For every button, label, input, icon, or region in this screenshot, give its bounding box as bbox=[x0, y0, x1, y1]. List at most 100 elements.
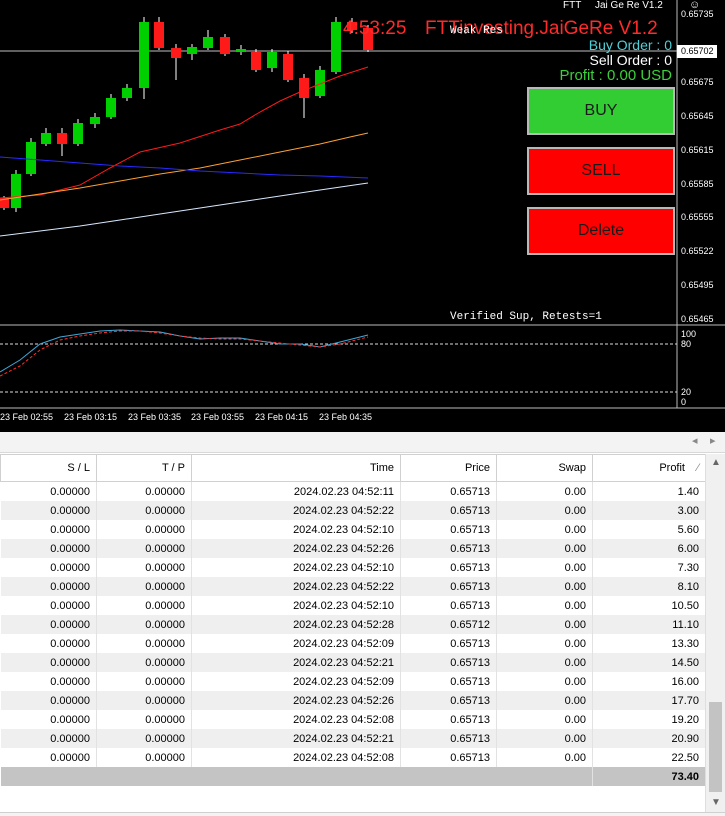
cell-time: 2024.02.23 04:52:11 bbox=[191, 481, 401, 501]
table-row[interactable]: 0.00000 0.00000 2024.02.23 04:52:08 0.65713… bbox=[0, 710, 706, 729]
cell-swap: 0.00 bbox=[496, 672, 593, 691]
col-header-profit-label: Profit bbox=[659, 462, 685, 474]
col-header-swap[interactable]: Swap bbox=[496, 454, 593, 482]
buy-button[interactable]: BUY bbox=[527, 87, 675, 135]
cell-time: 2024.02.23 04:52:10 bbox=[191, 596, 401, 615]
bear-candle bbox=[363, 28, 373, 50]
bear-candle bbox=[154, 22, 164, 48]
table-row[interactable]: 0.00000 0.00000 2024.02.23 04:52:26 0.65713… bbox=[0, 539, 706, 558]
table-row[interactable]: 0.00000 0.00000 2024.02.23 04:52:22 0.65713… bbox=[0, 577, 706, 596]
cell-sl: 0.00000 bbox=[0, 615, 97, 634]
price-tick: 0.65555 bbox=[681, 212, 714, 222]
cell-profit: 3.00 bbox=[592, 501, 706, 520]
scroll-left-icon[interactable]: ◂ bbox=[692, 435, 698, 447]
table-row[interactable]: 0.00000 0.00000 2024.02.23 04:52:10 0.65713… bbox=[0, 558, 706, 577]
sell-order-count: Sell Order : 0 bbox=[589, 52, 672, 68]
osc-signal-line bbox=[0, 330, 369, 377]
cell-tp: 0.00000 bbox=[96, 481, 192, 501]
sell-button[interactable]: SELL bbox=[527, 147, 675, 195]
cell-sl: 0.00000 bbox=[0, 481, 97, 501]
cell-profit: 8.10 bbox=[592, 577, 706, 596]
table-row[interactable]: 0.00000 0.00000 2024.02.23 04:52:22 0.65713… bbox=[0, 501, 706, 520]
cell-price: 0.65713 bbox=[400, 691, 497, 710]
scrollbar-thumb[interactable] bbox=[709, 702, 722, 792]
cell-swap: 0.00 bbox=[496, 729, 593, 748]
cell-tp: 0.00000 bbox=[96, 539, 192, 558]
bull-candle bbox=[90, 117, 100, 124]
bear-candle bbox=[251, 52, 261, 70]
cell-sl: 0.00000 bbox=[0, 672, 97, 691]
scroll-down-icon[interactable]: ▼ bbox=[711, 797, 721, 808]
col-header-tp[interactable]: T / P bbox=[96, 454, 192, 482]
cell-profit: 10.50 bbox=[592, 596, 706, 615]
cell-tp: 0.00000 bbox=[96, 653, 192, 672]
col-header-time[interactable]: Time bbox=[191, 454, 401, 482]
cell-price: 0.65712 bbox=[400, 615, 497, 634]
cell-sl: 0.00000 bbox=[0, 501, 97, 520]
table-row[interactable]: 0.00000 0.00000 2024.02.23 04:52:08 0.65713… bbox=[0, 748, 706, 767]
cell-time: 2024.02.23 04:52:28 bbox=[191, 615, 401, 634]
cell-profit: 17.70 bbox=[592, 691, 706, 710]
cell-time: 2024.02.23 04:52:09 bbox=[191, 634, 401, 653]
bear-candle bbox=[299, 78, 309, 98]
cell-swap: 0.00 bbox=[496, 653, 593, 672]
table-row[interactable]: 0.00000 0.00000 2024.02.23 04:52:28 0.65712… bbox=[0, 615, 706, 634]
cell-price: 0.65713 bbox=[400, 710, 497, 729]
scroll-right-icon[interactable]: ▸ bbox=[710, 435, 716, 447]
price-tick: 0.65495 bbox=[681, 280, 714, 290]
cell-sl: 0.00000 bbox=[0, 748, 97, 767]
price-chart[interactable]: FTT Jai Ge Re V1.2 ☺ 4:53:25 FTTinvestin… bbox=[0, 0, 725, 432]
cell-sl: 0.00000 bbox=[0, 729, 97, 748]
time-tick: 23 Feb 04:15 bbox=[255, 412, 309, 422]
col-header-profit[interactable]: Profit ⁄ bbox=[592, 454, 706, 482]
cell-price: 0.65713 bbox=[400, 501, 497, 520]
horizontal-scrollbar[interactable] bbox=[0, 812, 725, 816]
cell-sl: 0.00000 bbox=[0, 558, 97, 577]
cell-profit: 5.60 bbox=[592, 520, 706, 539]
col-header-price[interactable]: Price bbox=[400, 454, 497, 482]
terminal-toolbar: ◂ ▸ bbox=[0, 432, 725, 453]
price-tick: 0.65522 bbox=[681, 246, 714, 256]
cell-time: 2024.02.23 04:52:08 bbox=[191, 748, 401, 767]
table-row[interactable]: 0.00000 0.00000 2024.02.23 04:52:11 0.65713… bbox=[0, 481, 706, 501]
cell-time: 2024.02.23 04:52:26 bbox=[191, 539, 401, 558]
bear-candle bbox=[171, 48, 181, 58]
current-price-label: 0.65702 bbox=[681, 46, 714, 56]
table-row[interactable]: 0.00000 0.00000 2024.02.23 04:52:21 0.65713… bbox=[0, 653, 706, 672]
cell-price: 0.65713 bbox=[400, 729, 497, 748]
ma-orange-line bbox=[0, 132, 369, 201]
table-row[interactable]: 0.00000 0.00000 2024.02.23 04:52:21 0.65713… bbox=[0, 729, 706, 748]
cell-tp: 0.00000 bbox=[96, 520, 192, 539]
cell-profit: 1.40 bbox=[592, 481, 706, 501]
smiley-icon: ☺ bbox=[689, 0, 701, 11]
time-tick: 23 Feb 03:55 bbox=[191, 412, 245, 422]
cell-tp: 0.00000 bbox=[96, 501, 192, 520]
bull-candle bbox=[11, 174, 21, 208]
osc-tick: 0 bbox=[681, 397, 687, 407]
table-row[interactable]: 0.00000 0.00000 2024.02.23 04:52:10 0.65713… bbox=[0, 520, 706, 539]
chart-symbol: FTT bbox=[563, 0, 582, 11]
bull-candle bbox=[267, 52, 277, 68]
cell-profit: 14.50 bbox=[592, 653, 706, 672]
cell-price: 0.65713 bbox=[400, 539, 497, 558]
sort-icon: ⁄ bbox=[697, 462, 699, 474]
price-tick: 0.65675 bbox=[681, 77, 714, 87]
cell-price: 0.65713 bbox=[400, 558, 497, 577]
table-row[interactable]: 0.00000 0.00000 2024.02.23 04:52:10 0.65713… bbox=[0, 596, 706, 615]
cell-tp: 0.00000 bbox=[96, 615, 192, 634]
cell-swap: 0.00 bbox=[496, 558, 593, 577]
cell-sl: 0.00000 bbox=[0, 596, 97, 615]
price-tick: 0.65465 bbox=[681, 314, 714, 324]
table-row[interactable]: 0.00000 0.00000 2024.02.23 04:52:09 0.65713… bbox=[0, 672, 706, 691]
table-row[interactable]: 0.00000 0.00000 2024.02.23 04:52:09 0.65713… bbox=[0, 634, 706, 653]
current-price-tag bbox=[677, 45, 717, 58]
bull-candle bbox=[315, 70, 325, 96]
table-scrollbar[interactable]: ▲ ▼ bbox=[705, 454, 725, 812]
delete-button[interactable]: Delete bbox=[527, 207, 675, 255]
col-header-sl[interactable]: S / L bbox=[0, 454, 97, 482]
cell-sl: 0.00000 bbox=[0, 520, 97, 539]
total-profit: 73.40 bbox=[592, 767, 706, 786]
scroll-up-icon[interactable]: ▲ bbox=[711, 457, 721, 468]
table-row[interactable]: 0.00000 0.00000 2024.02.23 04:52:26 0.65713… bbox=[0, 691, 706, 710]
cell-profit: 6.00 bbox=[592, 539, 706, 558]
